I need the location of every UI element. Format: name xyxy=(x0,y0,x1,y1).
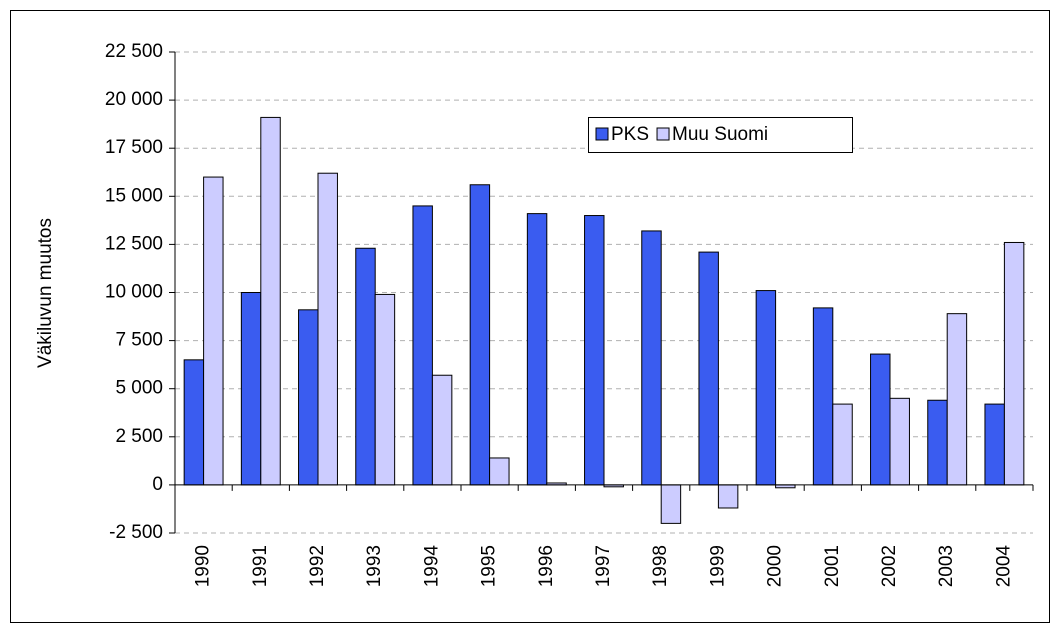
bar xyxy=(431,374,453,486)
bar xyxy=(870,353,891,486)
y-tick-label: 12 500 xyxy=(105,233,163,254)
legend-box xyxy=(588,117,853,153)
bar xyxy=(298,309,319,486)
y-axis-label: Väkiluvun muutos xyxy=(35,218,56,368)
y-tick-label: 5 000 xyxy=(115,378,163,399)
x-tick-label: 1997 xyxy=(593,545,614,587)
x-tick-label: 1996 xyxy=(536,545,557,587)
bar xyxy=(526,213,548,486)
bar xyxy=(717,484,739,509)
bar xyxy=(755,290,777,486)
x-tick-label: 1993 xyxy=(364,545,385,587)
bar xyxy=(260,116,281,486)
legend-label: PKS xyxy=(611,124,649,145)
bar xyxy=(469,184,491,486)
bar xyxy=(584,215,605,486)
x-tick-label: 2004 xyxy=(993,545,1014,588)
x-tick-label: 2000 xyxy=(765,545,786,587)
bar xyxy=(412,205,433,486)
x-tick-label: 1998 xyxy=(650,545,671,587)
bar xyxy=(946,313,968,486)
bar xyxy=(698,251,719,486)
y-tick-label: -2 500 xyxy=(109,522,163,543)
y-tick-label: 7 500 xyxy=(115,330,163,351)
x-tick-label: 1991 xyxy=(250,545,271,587)
y-tick-label: 2 500 xyxy=(115,426,163,447)
y-tick-label: 22 500 xyxy=(105,41,163,62)
bar xyxy=(641,230,662,486)
legend-label: Muu Suomi xyxy=(672,124,768,145)
bar xyxy=(812,307,834,486)
legend-swatch xyxy=(656,127,670,141)
bar xyxy=(660,484,682,524)
y-tick-label: 20 000 xyxy=(105,89,163,110)
bar xyxy=(889,397,910,486)
bar xyxy=(984,403,1005,486)
x-tick-label: 1995 xyxy=(479,545,500,587)
x-tick-label: 1990 xyxy=(193,545,214,587)
y-tick-label: 15 000 xyxy=(105,185,163,206)
x-tick-label: 1994 xyxy=(421,545,442,588)
bar xyxy=(203,176,224,486)
y-tick-label: 17 500 xyxy=(105,137,163,158)
legend-swatch xyxy=(595,127,609,141)
x-tick-label: 1992 xyxy=(307,545,328,587)
bar xyxy=(927,399,948,486)
bar xyxy=(240,292,262,486)
y-tick-label: 0 xyxy=(152,474,163,495)
legend: PKS Muu Suomi xyxy=(588,117,853,153)
bar xyxy=(183,359,205,486)
bar xyxy=(317,172,338,486)
bar xyxy=(832,403,853,486)
x-tick-label: 2002 xyxy=(879,545,900,587)
bar xyxy=(374,293,396,486)
bar xyxy=(355,247,376,486)
bar xyxy=(489,457,510,486)
bar xyxy=(1003,241,1025,486)
y-tick-label: 10 000 xyxy=(105,282,163,303)
x-tick-label: 1999 xyxy=(707,545,728,587)
x-tick-label: 2003 xyxy=(936,545,957,587)
x-tick-label: 2001 xyxy=(822,545,843,587)
